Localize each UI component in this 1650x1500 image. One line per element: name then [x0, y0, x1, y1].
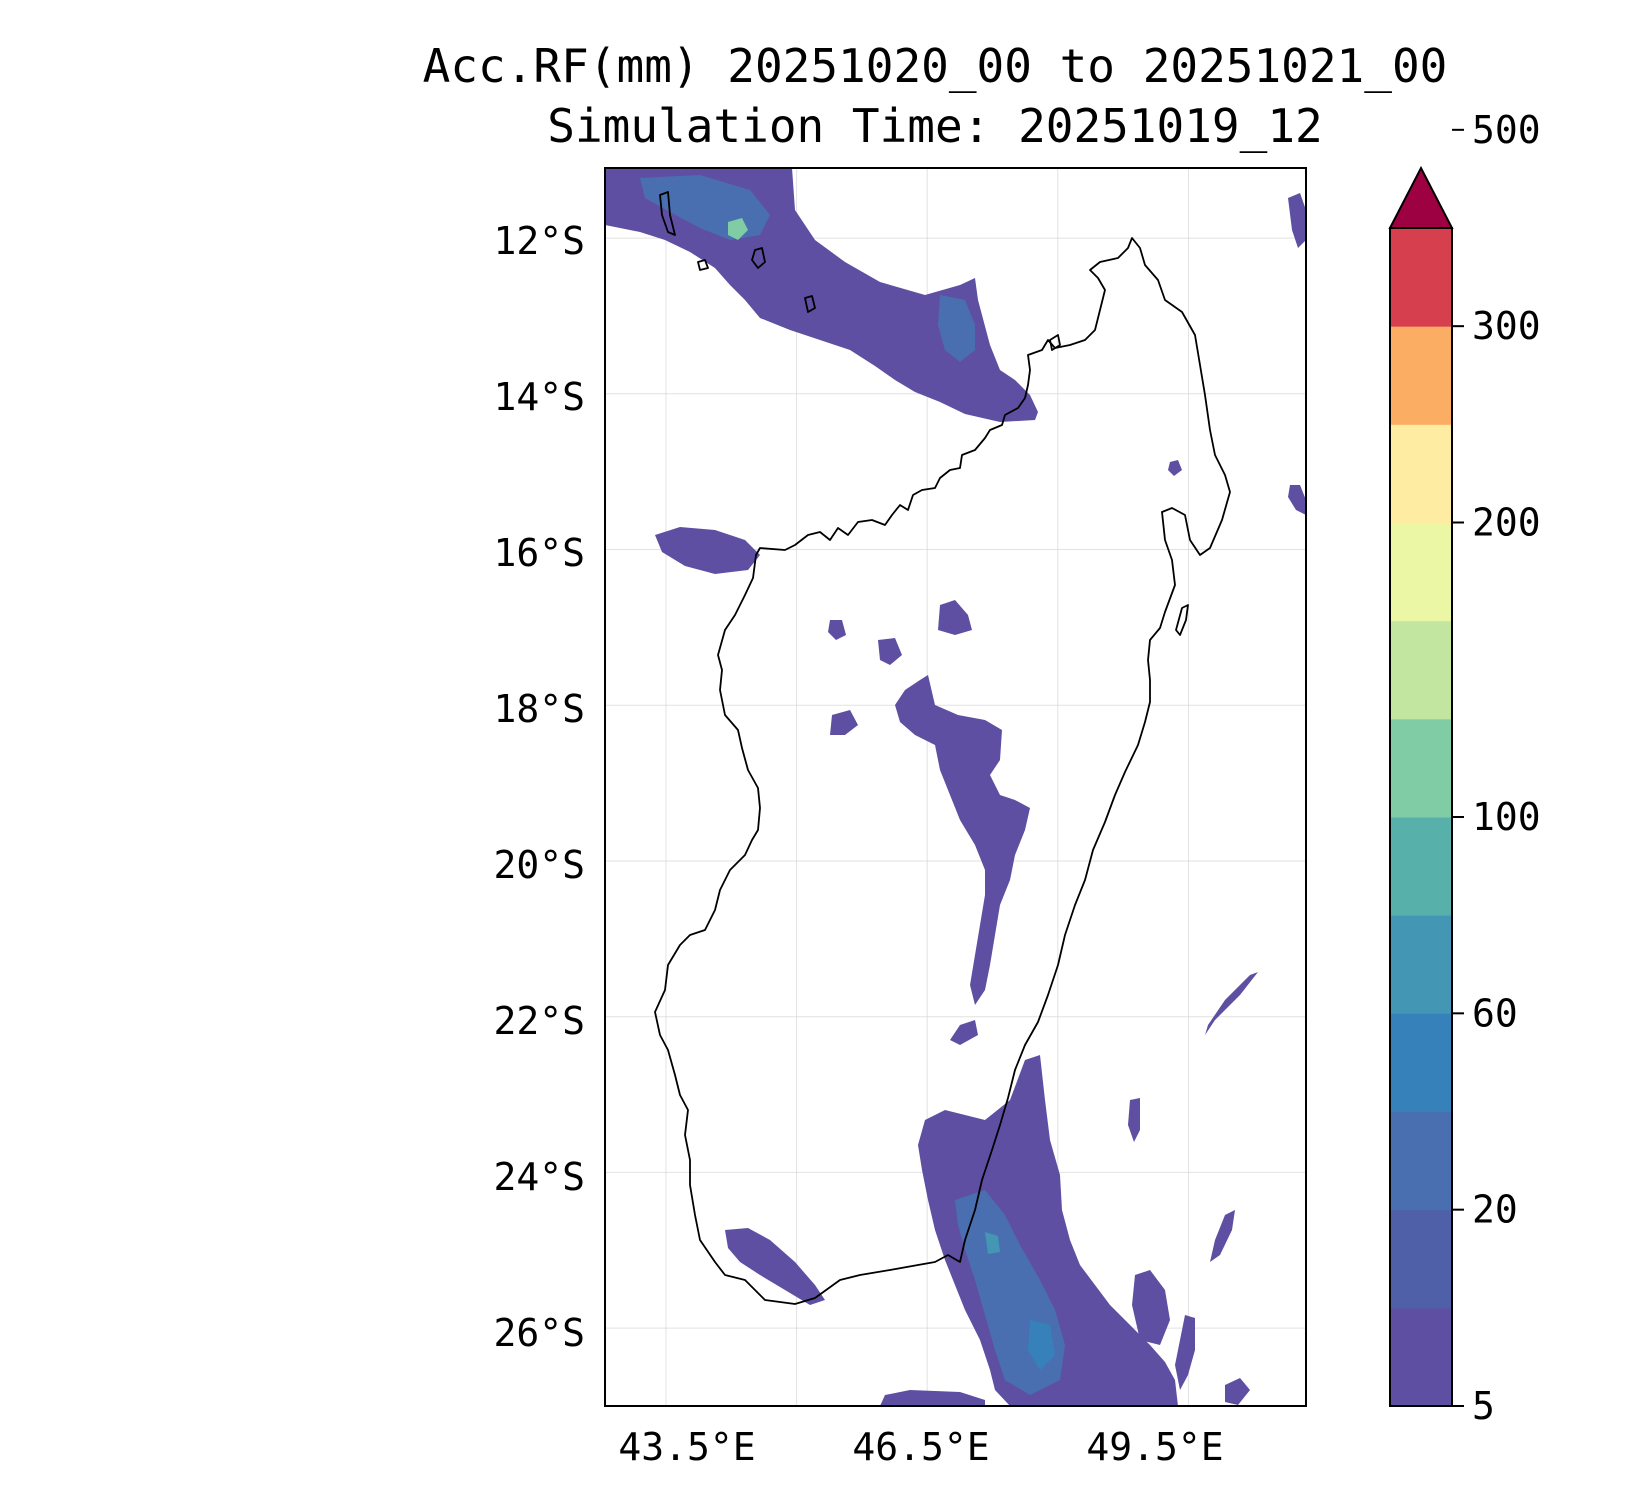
colorbar-segment: [1390, 326, 1452, 425]
map-frame: [604, 167, 1307, 1407]
rainfall-cell-se-offshore-3: [1225, 1378, 1250, 1405]
colorbar-segment: [1390, 1307, 1452, 1407]
lon-tick-label: 49.5°E: [1086, 1425, 1223, 1469]
lon-tick-labels: 43.5°E 46.5°E 49.5°E: [618, 1425, 1223, 1469]
rainfall-cell-central-1: [938, 600, 972, 635]
colorbar-tick-label: 20: [1472, 1188, 1518, 1232]
colorbar-tick-label: 60: [1472, 991, 1518, 1035]
rainfall-streak-ne: [1288, 193, 1306, 248]
colorbar-ticks: 5 20 60 100 200 300 500: [1452, 108, 1541, 1428]
rainfall-cell-south-central: [950, 1020, 978, 1045]
colorbar-segment: [1390, 718, 1452, 818]
lat-tick-label: 12°S: [493, 219, 585, 263]
coastline-comoros-1: [659, 191, 676, 236]
colorbar-segment: [1390, 424, 1452, 523]
colorbar-tick-label: 100: [1472, 795, 1541, 839]
rainfall-cell-sw-coast: [725, 1228, 825, 1305]
colorbar-tick-label: 300: [1472, 304, 1541, 348]
rainfall-cell-south: [880, 1390, 985, 1406]
coastline-layer: [654, 191, 1231, 1305]
rainfall-cell-se-offshore-2: [1175, 1315, 1195, 1390]
lat-tick-labels: 12°S 14°S 16°S 18°S 20°S 22°S 24°S 26°S: [493, 219, 585, 1355]
lat-tick-label: 20°S: [493, 843, 585, 887]
title-line-2: Simulation Time: 20251019_12: [547, 99, 1322, 153]
colorbar-segment: [1390, 228, 1452, 327]
title-line-1: Acc.RF(mm) 20251020_00 to 20251021_00: [423, 39, 1448, 93]
colorbar-segments: [1390, 228, 1452, 1407]
rainfall-cell-ne-coast: [1168, 460, 1182, 476]
coastline-comoros-3: [697, 259, 709, 271]
lat-tick-label: 22°S: [493, 999, 585, 1043]
rainfall-band-north-core2: [938, 295, 975, 362]
rainfall-band-southeast: [918, 1055, 1178, 1406]
lat-tick-label: 26°S: [493, 1311, 585, 1355]
colorbar-segment: [1390, 522, 1452, 622]
rainfall-streak-e: [1288, 485, 1306, 515]
lat-tick-label: 24°S: [493, 1155, 585, 1199]
lat-tick-label: 18°S: [493, 687, 585, 731]
rainfall-band-southeast-core: [1028, 1320, 1055, 1370]
rainfall-band-central: [895, 675, 1030, 1005]
lon-tick-label: 43.5°E: [618, 1425, 755, 1469]
lat-tick-label: 16°S: [493, 531, 585, 575]
colorbar-segment: [1390, 620, 1452, 720]
rainfall-cell-central-2: [878, 638, 902, 665]
rainfall-cell-nw-island: [655, 527, 760, 574]
coastline-madagascar: [654, 237, 1231, 1305]
map-area: 12°S 14°S 16°S 18°S 20°S 22°S 24°S 26°S …: [493, 167, 1307, 1469]
rainfall-cell-se-offshore-1: [1132, 1270, 1170, 1345]
colorbar-tick-label: 5: [1472, 1384, 1495, 1428]
colorbar-segment: [1390, 817, 1452, 916]
lon-tick-label: 46.5°E: [852, 1425, 989, 1469]
coastline-nosy-be: [1049, 334, 1061, 351]
colorbar-tick-label: 500: [1472, 108, 1541, 152]
colorbar-segment: [1390, 1111, 1452, 1211]
rainfall-streak-se-2: [1205, 972, 1258, 1035]
coastline-mayotte: [804, 295, 816, 313]
colorbar: 5 20 60 100 200 300 500: [1388, 108, 1541, 1428]
colorbar-segment: [1390, 915, 1452, 1014]
coastline-comoros-2: [751, 247, 766, 269]
colorbar-segment: [1390, 1013, 1452, 1112]
rainfall-peak-southeast: [985, 1232, 1000, 1254]
rainfall-peak-north: [728, 218, 748, 240]
colorbar-extend-triangle: [1388, 165, 1454, 229]
rainfall-cell-se-3: [1128, 1098, 1140, 1142]
rainfall-streak-se-1: [1210, 1210, 1235, 1262]
colorbar-tick-label: 200: [1472, 501, 1541, 545]
rainfall-cell-central-4: [830, 710, 858, 735]
rainfall-layer: [605, 168, 1306, 1406]
coastline-sainte-marie: [1175, 604, 1189, 636]
rainfall-cell-central-3: [828, 620, 846, 640]
lat-tick-label: 14°S: [493, 375, 585, 419]
colorbar-segment: [1390, 1209, 1452, 1309]
